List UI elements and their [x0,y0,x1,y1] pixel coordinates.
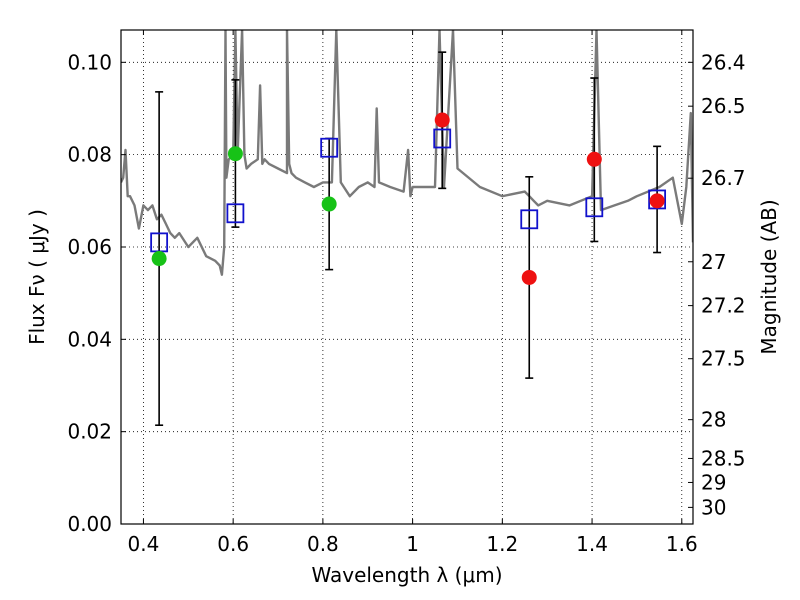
x-axis-ticks: 0.4 0.6 0.8 1 1.2 1.4 1.6 [128,30,698,556]
model-photometry-square [226,203,245,224]
model-photometry-square [320,137,339,158]
right-tick-label: 28.5 [701,446,746,470]
y-tick-label: 0.04 [67,327,112,351]
right-tick-label: 26.7 [701,166,746,190]
data-markers [150,112,667,285]
observed-data-point [586,151,602,167]
right-tick-label: 27.2 [701,294,746,318]
model-photometry-square [520,209,539,230]
x-tick-label: 0.6 [217,532,249,556]
x-axis-label: Wavelength λ (μm) [311,563,502,587]
right-tick-label: 26.5 [701,94,746,118]
observed-data-point [521,269,537,285]
observed-data-point [227,146,243,162]
model-spectrum-line [121,30,693,276]
observed-data-point [321,196,337,212]
observed-data-point [649,193,665,209]
right-tick-label: 29 [701,470,726,494]
y-tick-label: 0.10 [67,50,112,74]
right-tick-label: 30 [701,495,726,519]
x-tick-label: 0.4 [128,532,160,556]
right-tick-label: 27.5 [701,347,746,371]
model-photometry-square [433,128,452,149]
right-tick-label: 28 [701,408,726,432]
x-tick-label: 0.8 [307,532,339,556]
model-photometry-square [585,197,604,218]
y-tick-label: 0.06 [67,235,112,259]
x-tick-label: 1.6 [666,532,698,556]
x-tick-label: 1 [406,532,419,556]
right-axis-label: Magnitude (AB) [757,199,781,354]
model-spectrum-layer [121,30,693,276]
x-tick-label: 1.2 [486,532,518,556]
model-photometry-square [648,189,667,210]
observed-data-point [151,251,167,267]
y-tick-label: 0.08 [67,143,112,167]
y-axis-label: Flux Fν ( μJy ) [25,209,49,345]
y-axis-ticks: 0.00 0.02 0.04 0.06 0.08 0.10 [67,50,126,536]
plot-frame [120,29,694,525]
y-tick-label: 0.02 [67,420,112,444]
observed-data-point [434,112,450,128]
y-tick-label: 0.00 [67,512,112,536]
right-tick-label: 26.4 [701,50,746,74]
x-tick-label: 1.4 [576,532,608,556]
right-tick-label: 27 [701,250,726,274]
